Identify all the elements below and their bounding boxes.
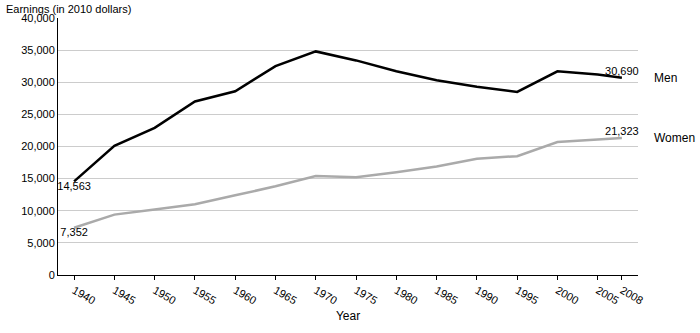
svg-text:0: 0 [49,269,55,281]
svg-text:35,000: 35,000 [21,44,55,56]
svg-text:30,000: 30,000 [21,76,55,88]
svg-text:40,000: 40,000 [21,12,55,24]
svg-text:2005: 2005 [594,284,621,307]
svg-text:7,352: 7,352 [60,226,88,238]
svg-text:30,690: 30,690 [605,65,639,77]
svg-text:1985: 1985 [433,284,460,307]
svg-text:1940: 1940 [70,284,97,307]
svg-text:15,000: 15,000 [21,172,55,184]
svg-text:Women: Women [654,131,695,145]
svg-text:Earnings (in 2010 dollars): Earnings (in 2010 dollars) [6,3,131,15]
svg-text:2008: 2008 [618,284,645,307]
svg-text:2000: 2000 [554,284,581,307]
svg-text:1950: 1950 [151,284,178,307]
svg-text:10,000: 10,000 [21,205,55,217]
svg-text:14,563: 14,563 [57,180,91,192]
svg-text:5,000: 5,000 [27,237,55,249]
svg-text:1975: 1975 [352,284,379,307]
svg-text:25,000: 25,000 [21,108,55,120]
svg-text:1990: 1990 [473,284,500,307]
svg-text:20,000: 20,000 [21,140,55,152]
svg-text:1945: 1945 [111,284,138,307]
svg-text:1955: 1955 [191,284,218,307]
svg-text:21,323: 21,323 [605,125,639,137]
svg-text:1970: 1970 [312,284,339,307]
svg-text:Year: Year [336,309,360,323]
svg-text:1960: 1960 [231,284,258,307]
svg-text:Men: Men [654,71,677,85]
svg-text:1995: 1995 [513,284,540,307]
svg-text:1965: 1965 [272,284,299,307]
svg-text:1980: 1980 [393,284,420,307]
